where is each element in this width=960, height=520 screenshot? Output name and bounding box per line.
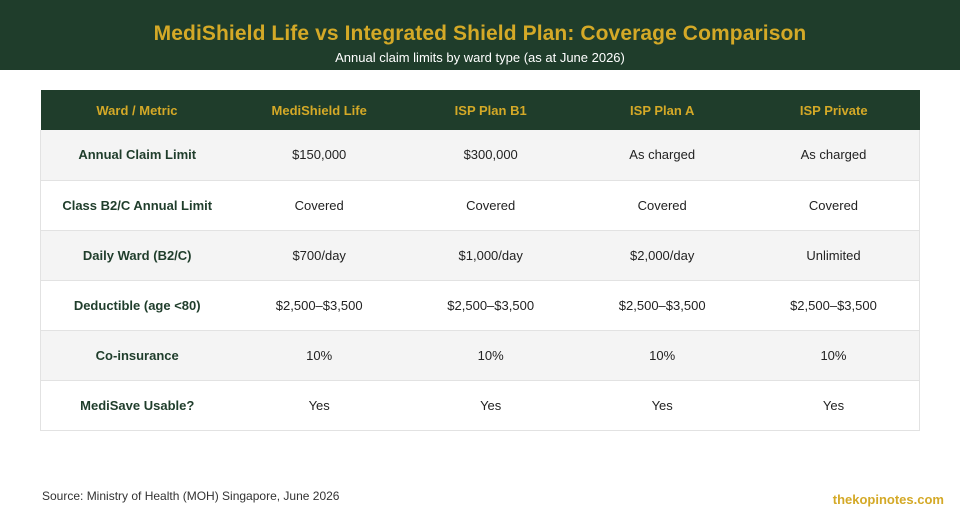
- table-cell: As charged: [800, 147, 867, 163]
- table-cell: 10%: [477, 347, 504, 363]
- column-header-4: ISP Private: [799, 102, 868, 118]
- table-cell: 10%: [820, 347, 847, 363]
- table-cell: Yes: [308, 397, 330, 413]
- table-row: MediSave Usable? Yes Yes Yes Yes: [40, 380, 920, 430]
- table-row: Daily Ward (B2/C) $700/day $1,000/day $2,00…: [40, 230, 920, 280]
- row-label: Deductible (age <80): [73, 297, 201, 313]
- table-cell: $2,500–$3,500: [618, 297, 706, 313]
- table-cell: $2,500–$3,500: [790, 297, 877, 313]
- table-cell: $2,000/day: [630, 247, 695, 263]
- table-body: Annual Claim Limit $150,000 $300,000 As cha…: [40, 130, 920, 430]
- brand-watermark: thekopinotes.com: [832, 492, 944, 507]
- table-cell: $300,000: [463, 147, 518, 163]
- column-header-1: MediShield Life: [271, 102, 367, 118]
- table-cell: Yes: [480, 397, 502, 413]
- table-row: Co-insurance 10% 10% 10% 10%: [40, 330, 920, 380]
- table-row: Class B2/C Annual Limit Covered Covered Cov…: [40, 180, 920, 230]
- table-cell: 10%: [649, 347, 676, 363]
- table-row: Annual Claim Limit $150,000 $300,000 As cha…: [40, 130, 920, 180]
- table-cell: Covered: [294, 197, 344, 213]
- table-cell: $2,500–$3,500: [447, 297, 535, 313]
- comparison-table: Ward / Metric MediShield Life ISP Plan B1 I…: [40, 90, 920, 431]
- column-header-3: ISP Plan A: [630, 102, 695, 118]
- chart-title: MediShield Life vs Integrated Shield Pla…: [153, 22, 807, 45]
- column-header-2: ISP Plan B1: [454, 102, 527, 118]
- table-cell: $2,500–$3,500: [275, 297, 363, 313]
- chart-subtitle: Annual claim limits by ward type (as at …: [335, 50, 625, 65]
- table-cell: $1,000/day: [458, 247, 523, 263]
- row-label: Co-insurance: [95, 347, 179, 363]
- table-cell: Unlimited: [806, 247, 861, 263]
- comparison-table-wrapper: Ward / Metric MediShield Life ISP Plan B1 I…: [40, 90, 920, 431]
- table-cell: Yes: [651, 397, 673, 413]
- table-cell: Covered: [637, 197, 687, 213]
- row-label: Daily Ward (B2/C): [82, 247, 192, 263]
- table-cell: $700/day: [292, 247, 346, 263]
- table-header: Ward / Metric MediShield Life ISP Plan B1 I…: [40, 90, 920, 130]
- table-cell: Covered: [808, 197, 859, 213]
- table-cell: $150,000: [292, 147, 347, 163]
- table-cell: As charged: [629, 147, 696, 163]
- header-banner: MediShield Life vs Integrated Shield Pla…: [0, 0, 960, 70]
- row-label: MediSave Usable?: [80, 397, 195, 413]
- table-row: Deductible (age <80) $2,500–$3,500 $2,500–…: [40, 280, 920, 330]
- source-note: Source: Ministry of Health (MOH) Singapo…: [42, 489, 340, 503]
- row-label: Annual Claim Limit: [78, 147, 197, 163]
- row-label: Class B2/C Annual Limit: [62, 197, 213, 213]
- table-header-row: Ward / Metric MediShield Life ISP Plan B1 I…: [40, 90, 920, 130]
- column-header-0: Ward / Metric: [96, 102, 178, 118]
- table-cell: Yes: [822, 397, 845, 413]
- table-cell: Covered: [466, 197, 516, 213]
- table-cell: 10%: [306, 347, 333, 363]
